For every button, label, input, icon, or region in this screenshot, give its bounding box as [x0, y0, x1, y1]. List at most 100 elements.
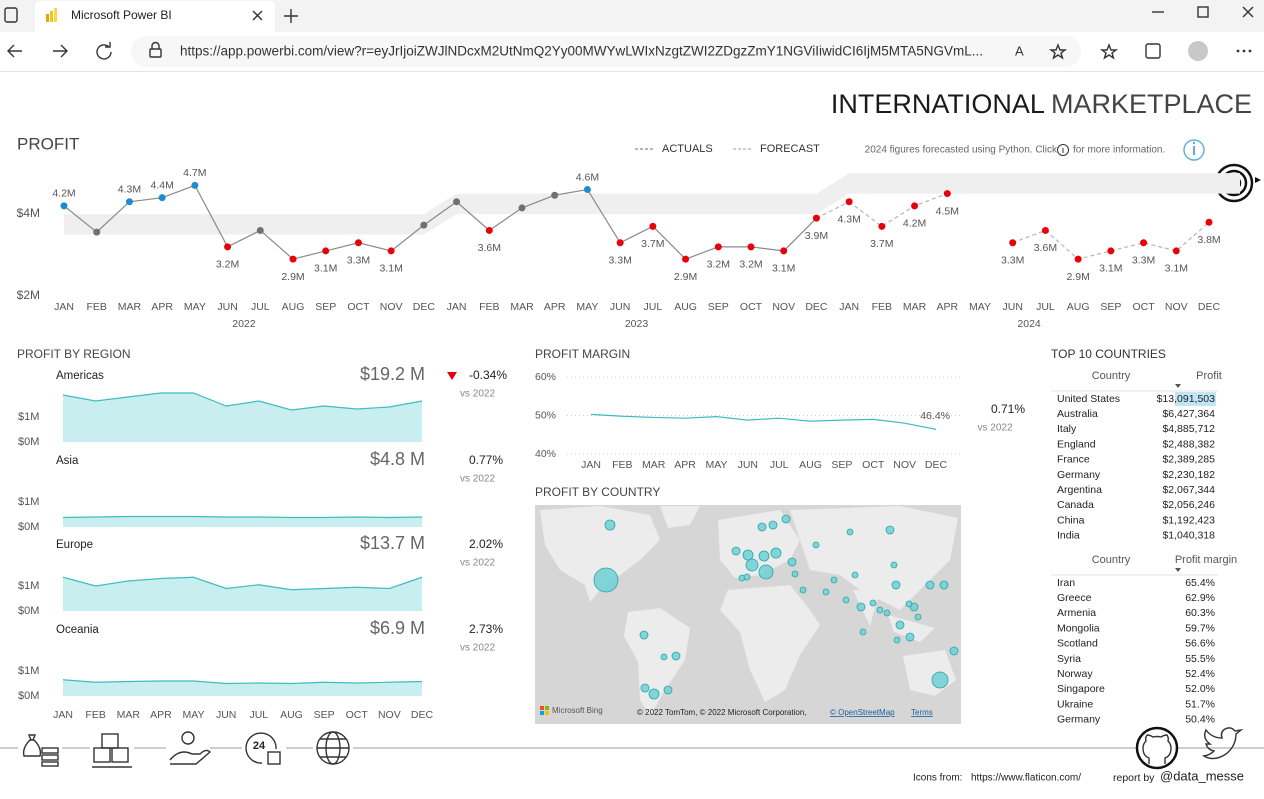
map-bubble — [757, 522, 767, 532]
info-icon[interactable] — [1183, 139, 1205, 161]
x-tick-label: JAN — [581, 459, 601, 471]
favorite[interactable] — [1048, 43, 1068, 60]
table-cell: 59.7% — [1185, 622, 1215, 634]
tab-actions[interactable] — [4, 7, 18, 23]
maximize[interactable] — [1197, 6, 1209, 18]
data-label: 3.1M — [772, 263, 795, 275]
map-bubble — [812, 541, 820, 549]
x-tick-label: MAY — [705, 459, 727, 471]
x-tick-label: OCT — [1132, 301, 1155, 313]
data-label: 2.9M — [674, 271, 697, 283]
map-terms[interactable]: Terms — [911, 708, 933, 717]
data-point — [943, 190, 951, 198]
table-cell: Italy — [1057, 423, 1077, 435]
icon-boxes[interactable] — [90, 732, 134, 770]
region-change: 2.02% — [469, 537, 503, 551]
data-label: 4.2M — [903, 218, 926, 230]
collections[interactable] — [1145, 43, 1161, 59]
icon-globe[interactable] — [313, 730, 353, 768]
table-cell: India — [1057, 530, 1080, 542]
icon-twitter[interactable] — [1202, 727, 1244, 760]
data-point — [158, 194, 166, 202]
map-osm[interactable]: © OpenStreetMap — [830, 708, 895, 717]
data-point — [485, 226, 493, 234]
map-attribution: © 2022 TomTom, © 2022 Microsoft Corporat… — [637, 708, 807, 717]
icon-github[interactable] — [1135, 726, 1179, 770]
data-point — [1074, 255, 1082, 263]
footer-author[interactable]: @data_messe — [1160, 768, 1244, 783]
data-point — [322, 247, 330, 255]
region-comparison: vs 2022 — [460, 643, 495, 654]
data-point — [191, 181, 199, 189]
table-cell: Iran — [1057, 577, 1075, 589]
favorites[interactable] — [1099, 43, 1119, 60]
read-aloud[interactable]: A — [1015, 43, 1024, 58]
map-bubble — [787, 557, 797, 567]
more-menu[interactable] — [1236, 49, 1252, 53]
x-tick-label: FEB — [612, 459, 632, 471]
data-label: 3.7M — [641, 238, 664, 250]
icon-money[interactable] — [18, 732, 62, 767]
x-tick-label: JUN — [217, 301, 237, 313]
address-bar[interactable] — [131, 36, 1081, 67]
legend-label: ACTUALS — [662, 143, 713, 155]
map-bubble — [914, 613, 922, 621]
x-tick-label: JAN — [447, 301, 467, 313]
icon-24h[interactable]: 24 — [242, 730, 286, 768]
tab-close[interactable] — [252, 10, 263, 21]
forecast-note: 2024 figures forecasted using Python. Cl… — [865, 145, 1058, 156]
footer-credit: report by — [1113, 772, 1155, 784]
map-bubble — [791, 570, 799, 578]
icon-hand[interactable] — [166, 730, 212, 768]
forward[interactable] — [53, 44, 68, 58]
tab[interactable] — [35, 1, 275, 32]
refresh[interactable] — [96, 42, 112, 60]
new-tab[interactable] — [284, 9, 298, 23]
sort-indicator[interactable] — [1175, 568, 1181, 572]
table-cell: Norway — [1057, 668, 1093, 680]
table-cell: $2,056,246 — [1162, 499, 1215, 511]
back[interactable] — [7, 44, 22, 58]
map-bubble — [781, 514, 791, 524]
data-label: 46.4% — [920, 410, 950, 422]
data-label: 3.2M — [707, 259, 730, 271]
map-bubble — [883, 609, 891, 617]
x-tick-label: APR — [674, 459, 696, 471]
map-bubble — [885, 525, 895, 535]
data-point — [125, 198, 133, 206]
region-change: 0.77% — [469, 453, 503, 467]
data-point — [1172, 247, 1180, 255]
sort-indicator[interactable] — [1175, 384, 1181, 388]
x-tick-label: JUL — [644, 301, 663, 313]
footer-icons-url[interactable]: https://www.flaticon.com/ — [971, 773, 1081, 784]
map-bubble — [842, 596, 850, 604]
close-window[interactable] — [1242, 6, 1254, 18]
bing-logo — [545, 706, 549, 710]
table-cell: $13,091,503 — [1157, 393, 1216, 405]
region-comparison: vs 2022 — [460, 558, 495, 569]
data-label: 4.3M — [837, 214, 860, 226]
map-bubble — [660, 653, 668, 661]
profile[interactable] — [1188, 41, 1208, 61]
target-band — [64, 173, 1240, 235]
data-label: 3.3M — [347, 255, 370, 267]
table-cell: $2,389,285 — [1162, 454, 1215, 466]
table-cell: Syria — [1057, 653, 1081, 665]
data-label: 3.9M — [805, 230, 828, 242]
data-label: 4.4M — [150, 179, 173, 191]
url[interactable]: https://app.powerbi.com/view?r=eyJrIjoiZ… — [180, 44, 983, 59]
x-tick-label: SEP — [315, 301, 336, 313]
x-tick-label: DEC — [411, 709, 434, 721]
x-tick-label: MAY — [183, 709, 205, 721]
x-tick-label: OCT — [346, 709, 369, 721]
series-line — [590, 413, 937, 430]
year-label: 2022 — [232, 318, 256, 330]
y-tick-label: 40% — [535, 448, 556, 460]
region-total: $6.9 M — [370, 618, 425, 638]
y-tick-label: $0M — [18, 605, 39, 617]
note-info-icon[interactable] — [1057, 144, 1069, 156]
map-bubble — [890, 561, 898, 569]
data-point — [911, 202, 919, 210]
x-tick-label: JUL — [249, 709, 268, 721]
svg-text:24: 24 — [253, 740, 266, 752]
